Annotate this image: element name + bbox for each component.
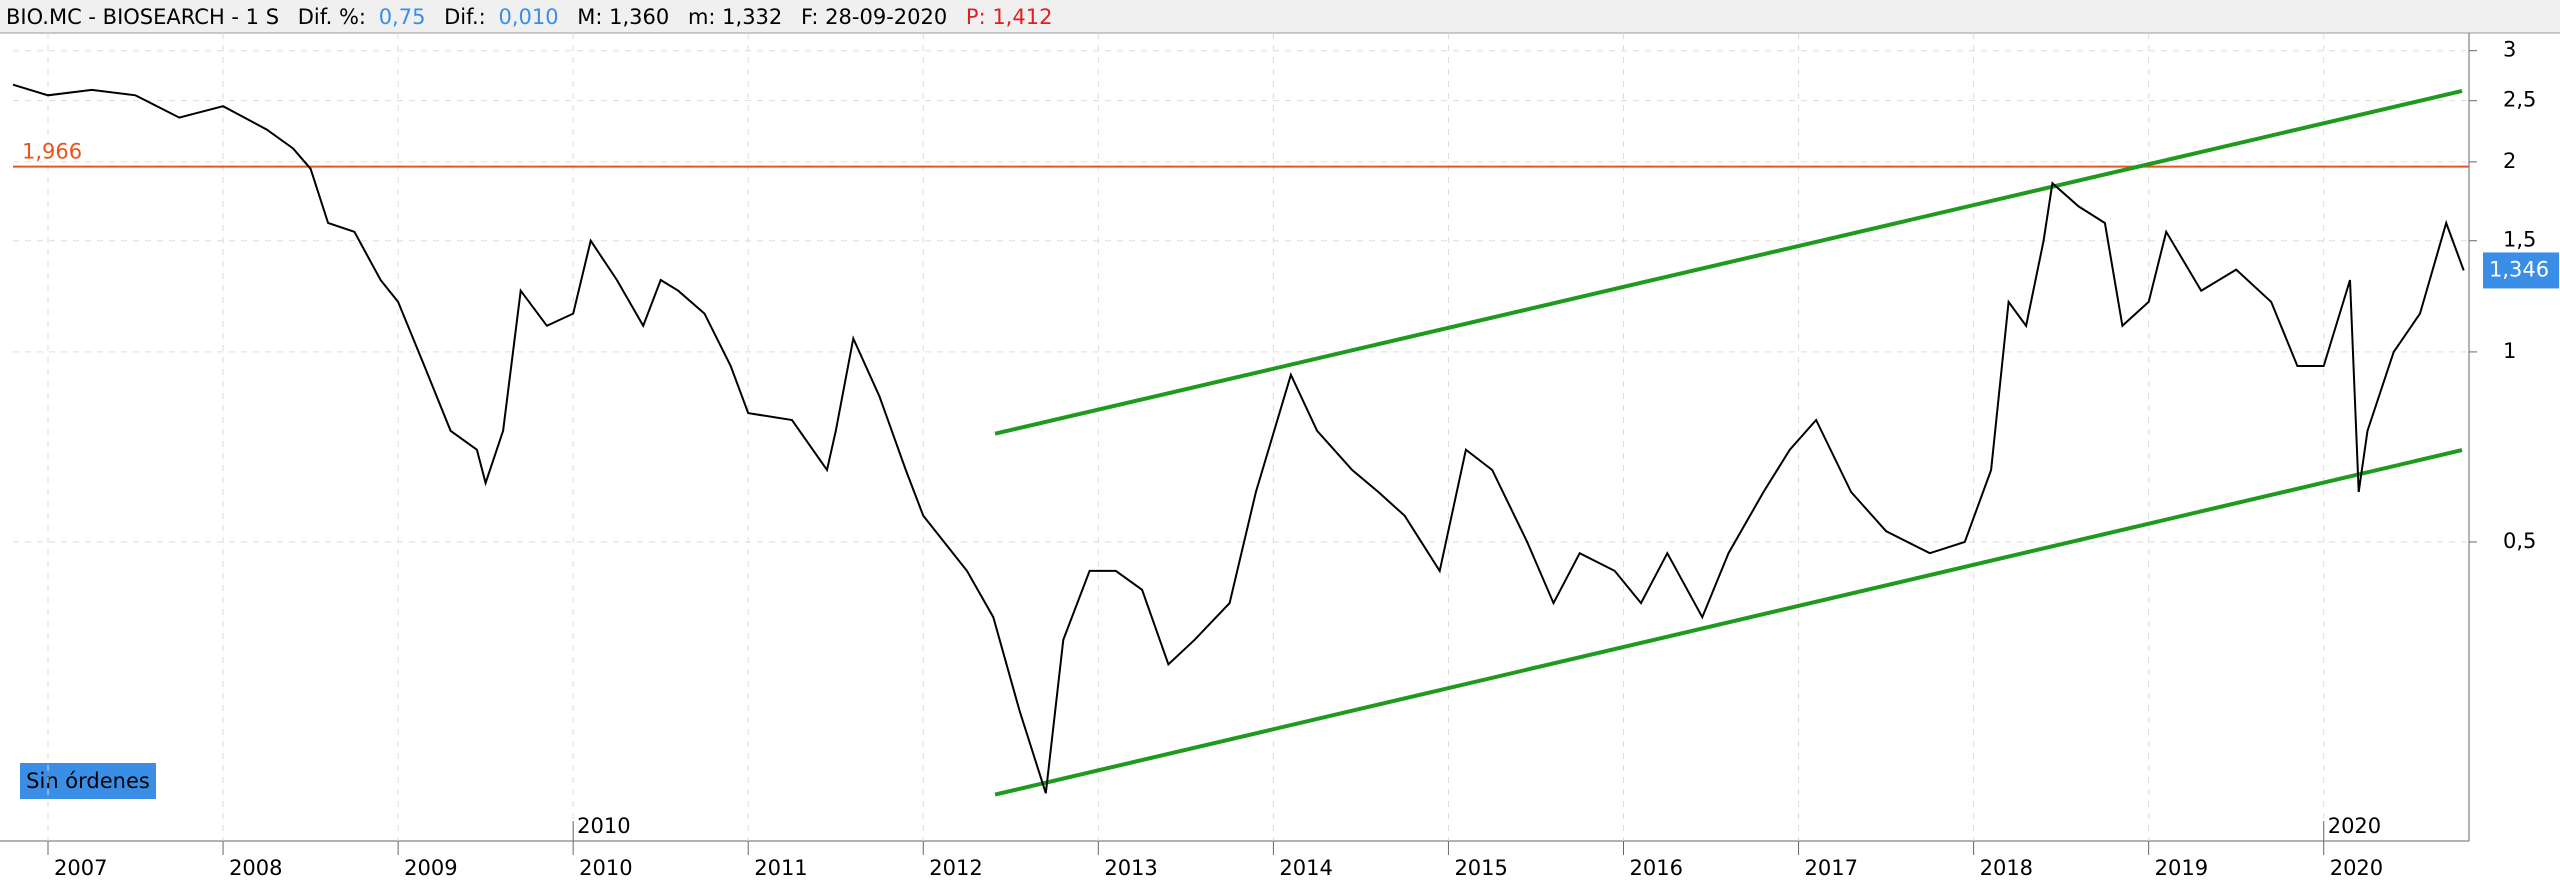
symbol: BIO.MC - BIOSEARCH - 1 S	[6, 5, 279, 29]
max: M: 1,360	[577, 5, 669, 29]
x-tick-label: 2010	[579, 856, 632, 880]
trendline	[994, 448, 2463, 797]
price: P: 1,412	[966, 5, 1053, 29]
x-tick-label: 2013	[1104, 856, 1157, 880]
orders-badge[interactable]	[20, 763, 156, 799]
x-tick-label: 2016	[1629, 856, 1682, 880]
x-tick-label: 2007	[54, 856, 107, 880]
level-label: 1,966	[22, 140, 82, 164]
date: F: 28-09-2020	[801, 5, 947, 29]
dif-label: Dif.:	[444, 5, 486, 29]
x-tick-label: 2015	[1454, 856, 1507, 880]
trendline	[994, 89, 2463, 436]
y-tick-label: 1	[2503, 339, 2516, 363]
y-tick-label: 2	[2503, 149, 2516, 173]
dif: 0,010	[498, 5, 558, 29]
x-tick-label: 2012	[929, 856, 982, 880]
x-tick-label: 2014	[1279, 856, 1332, 880]
orders-label: Sin órdenes	[26, 769, 150, 793]
y-tick-label: 1,5	[2503, 228, 2536, 252]
x-tick-label: 2009	[404, 856, 457, 880]
price-line	[12, 83, 2465, 794]
x-tick-label: 2020	[2330, 856, 2383, 880]
y-tick-label: 2,5	[2503, 88, 2536, 112]
x-tick-label: 2017	[1805, 856, 1858, 880]
x-tick-label: 2019	[2155, 856, 2208, 880]
y-tick-label: 0,5	[2503, 529, 2536, 553]
dif-pct: 0,75	[379, 5, 426, 29]
x-tick-label: 2018	[1980, 856, 2033, 880]
y-tick-label: 3	[2503, 38, 2516, 62]
decade-label: 2010	[577, 814, 630, 838]
header-bar	[0, 0, 2560, 33]
header: BIO.MC - BIOSEARCH - 1 S Dif. %: 0,75 Di…	[6, 5, 1052, 29]
last-price-label: 1,346	[2489, 257, 2549, 281]
decade-label: 2020	[2328, 814, 2381, 838]
min: m: 1,332	[688, 5, 782, 29]
last-price-box	[2483, 252, 2559, 289]
dif-pct-label: Dif. %:	[298, 5, 366, 29]
x-tick-label: 2008	[229, 856, 282, 880]
x-tick-label: 2011	[754, 856, 807, 880]
